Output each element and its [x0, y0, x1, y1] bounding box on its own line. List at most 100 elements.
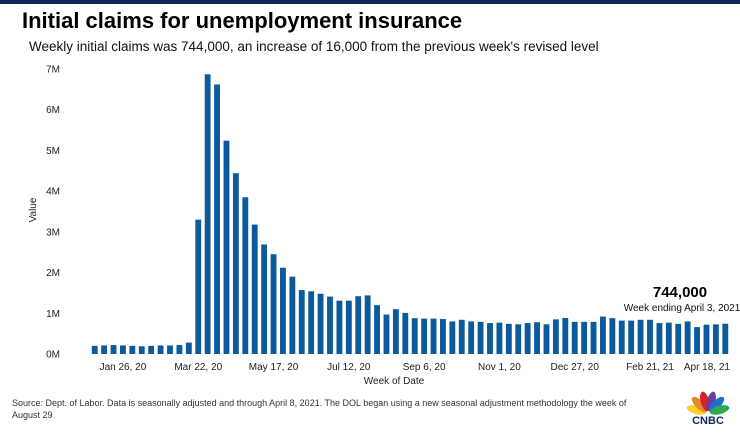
y-tick-label: 1M	[46, 309, 60, 320]
bar	[505, 323, 512, 354]
y-tick-label: 4M	[46, 187, 60, 198]
bar	[280, 267, 286, 354]
cnbc-logo: CNBC	[683, 381, 733, 429]
bar	[91, 345, 98, 354]
annotation-detail: Week ending April 3, 2021	[624, 303, 740, 314]
bar	[618, 320, 625, 354]
x-axis: Jan 26, 20 Mar 22, 20 May 17, 20 Jul 12, 20…	[100, 362, 731, 373]
bar	[656, 323, 663, 354]
bar	[336, 300, 343, 354]
y-tick-label: 2M	[46, 268, 60, 279]
bar	[138, 346, 145, 354]
y-tick-label: 6M	[46, 105, 60, 116]
bar	[374, 305, 380, 354]
y-axis: 0M 1M 2M 3M 4M 5M 6M 7M	[46, 65, 60, 361]
cnbc-logo-text: CNBC	[692, 415, 724, 427]
bar	[214, 84, 220, 354]
bar	[167, 345, 173, 354]
bar	[515, 324, 522, 354]
x-tick-label: Jul 12, 20	[327, 362, 371, 373]
bar	[120, 345, 126, 354]
chart-title: Initial claims for unemployment insuranc…	[22, 8, 463, 33]
bar	[185, 342, 192, 354]
x-tick-label: Apr 18, 21	[684, 362, 731, 373]
bar	[694, 327, 700, 354]
y-axis-label: Value	[28, 197, 39, 222]
bar	[524, 323, 531, 354]
bar	[242, 197, 249, 354]
bar	[411, 318, 418, 354]
bar	[383, 314, 390, 354]
bar	[176, 345, 183, 354]
bar	[430, 318, 437, 354]
bar	[289, 276, 296, 354]
bar	[468, 321, 475, 354]
bar	[665, 322, 672, 354]
bar	[637, 319, 644, 354]
bar	[261, 244, 268, 354]
x-axis-label: Week of Date	[364, 376, 425, 387]
annotation-value: 744,000	[653, 284, 707, 301]
peacock-icon	[686, 391, 730, 415]
bar	[562, 317, 569, 354]
bar	[543, 324, 550, 354]
x-tick-label: Nov 1, 20	[478, 362, 521, 373]
bar	[317, 293, 324, 354]
chart-subtitle: Weekly initial claims was 744,000, an in…	[29, 39, 599, 54]
bar	[129, 345, 136, 354]
bar	[110, 345, 117, 354]
peacock-feather	[691, 396, 708, 413]
x-tick-label: May 17, 20	[249, 362, 299, 373]
bar	[232, 173, 239, 354]
bar	[345, 300, 352, 354]
bar	[327, 296, 333, 354]
bar	[534, 322, 540, 354]
y-tick-label: 7M	[46, 65, 60, 76]
bar	[600, 316, 606, 354]
bar	[581, 321, 588, 354]
bar	[440, 318, 446, 354]
bar	[590, 321, 597, 354]
bar	[101, 345, 108, 354]
bar	[647, 319, 653, 354]
bar	[571, 321, 578, 354]
bar	[298, 290, 305, 354]
y-tick-label: 5M	[46, 146, 60, 157]
bar	[223, 140, 230, 354]
bar	[364, 295, 371, 354]
bar	[684, 321, 691, 354]
bar	[402, 312, 409, 354]
bar	[392, 309, 399, 354]
x-tick-label: Feb 21, 21	[626, 362, 674, 373]
bar	[628, 320, 635, 354]
bar	[703, 324, 710, 354]
top-accent-bar	[0, 0, 740, 4]
bar	[477, 321, 484, 354]
y-tick-label: 3M	[46, 227, 60, 238]
bar-series	[91, 74, 729, 354]
bar	[449, 321, 456, 354]
bar	[675, 323, 682, 354]
source-note: Source: Dept. of Labor. Data is seasonal…	[12, 398, 627, 420]
x-tick-label: Mar 22, 20	[174, 362, 222, 373]
bar	[712, 324, 719, 354]
bar	[722, 323, 729, 354]
bar	[355, 296, 362, 354]
bar	[609, 318, 616, 354]
peacock-feather	[709, 405, 730, 415]
bar	[421, 318, 428, 354]
bar	[458, 319, 465, 354]
bar	[195, 219, 202, 354]
x-tick-label: Dec 27, 20	[551, 362, 600, 373]
bar	[487, 323, 493, 354]
bar	[496, 322, 503, 354]
bar	[308, 291, 315, 354]
bar	[270, 254, 277, 354]
x-tick-label: Jan 26, 20	[100, 362, 147, 373]
x-tick-label: Sep 6, 20	[403, 362, 446, 373]
bar	[157, 345, 164, 354]
bar	[552, 319, 559, 354]
bar	[204, 74, 211, 354]
peacock-feather	[708, 396, 725, 413]
